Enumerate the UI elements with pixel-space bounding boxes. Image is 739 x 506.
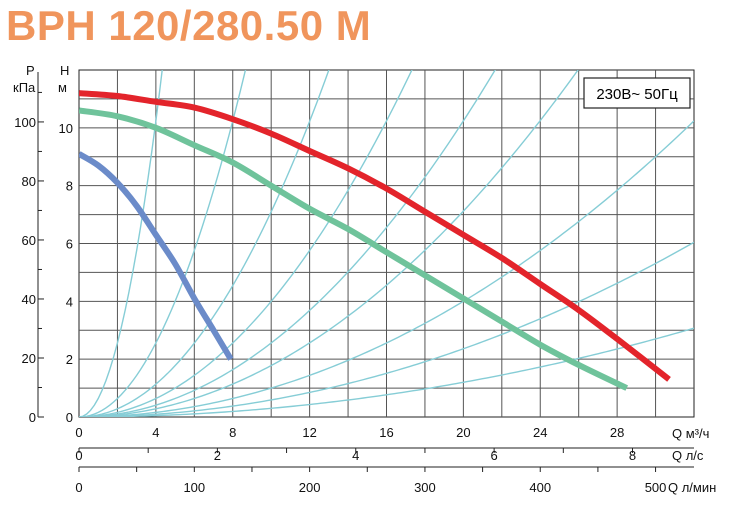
x-ls-tick-label: 8 (629, 448, 636, 463)
x-axis-label-ls: Q л/с (672, 448, 704, 463)
x-lmin-tick-label: 100 (183, 480, 205, 495)
system-curve (79, 327, 694, 417)
left-axis-tick-label: 0 (29, 410, 36, 425)
system-curve (79, 70, 579, 417)
system-curve (79, 70, 330, 417)
series-group (79, 90, 671, 391)
x-ls-tick-label: 2 (214, 448, 221, 463)
x-ls-tick-label: 4 (352, 448, 359, 463)
x-axis-label-m3h: Q м³/ч (672, 426, 709, 441)
x-lmin-tick-label: 300 (414, 480, 436, 495)
head-axis-tick-label: 2 (66, 352, 73, 367)
left-axis-tick-label: 40 (22, 292, 36, 307)
left-axis-tick-label: 80 (22, 174, 36, 189)
head-axis-tick-label: 6 (66, 237, 73, 252)
x-lmin-tick-label: 400 (529, 480, 551, 495)
system-curves (79, 70, 694, 417)
head-axis-label-h: H (60, 63, 69, 78)
supply-label-box (583, 77, 691, 109)
x-axis-label-lmin: Q л/мин (668, 480, 716, 495)
x-m3h-tick-label: 12 (302, 425, 316, 440)
left-axis-label-unit: кПа (13, 80, 36, 95)
head-axis-label-unit: м (58, 80, 67, 95)
x-ls-tick-label: 0 (75, 448, 82, 463)
pump-curve-2 (79, 107, 629, 391)
pump-curve-1 (79, 90, 671, 382)
left-axis-label-p: P (26, 63, 35, 78)
chart-title: BPH 120/280.50 M (6, 2, 372, 49)
x-m3h-tick-label: 0 (75, 425, 82, 440)
grid (79, 70, 694, 417)
head-axis-tick-label: 8 (66, 179, 73, 194)
x-m3h-tick-label: 8 (229, 425, 236, 440)
pump-curve-3 (79, 151, 234, 361)
system-curve (79, 70, 413, 417)
head-axis-tick-label: 0 (66, 410, 73, 425)
x-ls-tick-label: 6 (491, 448, 498, 463)
x-lmin-tick-label: 0 (75, 480, 82, 495)
left-axis-tick-label: 60 (22, 233, 36, 248)
x-m3h-tick-label: 28 (610, 425, 624, 440)
left-axis-tick-label: 100 (14, 115, 36, 130)
left-axis-tick-label: 20 (22, 351, 36, 366)
head-axis-tick-label: 4 (66, 294, 73, 309)
system-curve (79, 70, 496, 417)
system-curve (79, 70, 247, 417)
x-lmin-tick-label: 200 (299, 480, 321, 495)
supply-label: 230В~ 50Гц (596, 86, 678, 103)
x-m3h-tick-label: 24 (533, 425, 547, 440)
x-lmin-tick-label: 500 (645, 480, 667, 495)
system-curve (79, 241, 694, 417)
head-axis-tick-label: 10 (59, 121, 73, 136)
system-curve (79, 120, 694, 417)
x-m3h-tick-label: 4 (152, 425, 159, 440)
x-m3h-tick-label: 20 (456, 425, 470, 440)
x-m3h-tick-label: 16 (379, 425, 393, 440)
